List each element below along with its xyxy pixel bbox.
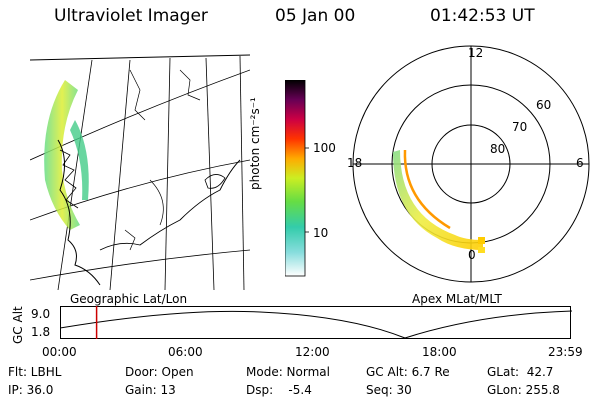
- polar-mlt-label-0: 0: [468, 248, 476, 262]
- polar-mlt-label-18: 18: [347, 156, 363, 170]
- map-content: [30, 55, 250, 290]
- altitude-timeline: [60, 306, 572, 339]
- info-mode: Mode: Normal: [246, 365, 330, 379]
- info-gc-alt: GC Alt: 6.7 Re: [366, 365, 450, 379]
- polar-mlt-label-12: 12: [468, 46, 484, 60]
- timeline-xtick-2: 12:00: [295, 345, 330, 359]
- timeline-right-caption: Apex MLat/MLT: [412, 292, 502, 306]
- polar-mlt-label-6: 6: [576, 156, 584, 170]
- info-dsp: Dsp: -5.4: [246, 383, 312, 397]
- timeline-left-caption: Geographic Lat/Lon: [70, 292, 188, 306]
- timeline-xtick-0: 00:00: [42, 345, 77, 359]
- timeline-ytick-max: 9.0: [31, 307, 51, 321]
- colorbar-tick-100: 100: [313, 141, 336, 155]
- timeline-axis-label: GC Alt: [11, 306, 25, 344]
- info-seq: Seq: 30: [366, 383, 412, 397]
- timeline-xtick-4: 23:59: [548, 345, 583, 359]
- observation-date: 05 Jan 00: [275, 6, 356, 26]
- info-gain: Gain: 13: [125, 383, 176, 397]
- info-glon: GLon: 255.8: [487, 383, 560, 397]
- info-filter: Flt: LBHL: [8, 365, 62, 379]
- timeline-xtick-1: 06:00: [168, 345, 203, 359]
- geographic-map: [30, 54, 250, 290]
- polar-lat-label-60: 60: [536, 98, 552, 112]
- polar-lat-label-70: 70: [512, 120, 528, 134]
- observation-time: 01:42:53 UT: [430, 6, 535, 26]
- colorbar-unit-label: photon cm⁻²s⁻¹: [248, 97, 262, 190]
- info-door: Door: Open: [125, 365, 194, 379]
- info-glat: GLat: 42.7: [487, 365, 554, 379]
- colorbar-tick-10: 10: [313, 226, 329, 240]
- info-ip: IP: 36.0: [8, 383, 54, 397]
- intensity-colorbar: [285, 80, 309, 277]
- instrument-title: Ultraviolet Imager: [54, 6, 208, 26]
- polar-mlat-mlt-plot: [352, 45, 590, 283]
- timeline-xtick-3: 18:00: [422, 345, 457, 359]
- timeline-ytick-min: 1.8: [31, 325, 51, 339]
- polar-lat-label-80: 80: [490, 142, 506, 156]
